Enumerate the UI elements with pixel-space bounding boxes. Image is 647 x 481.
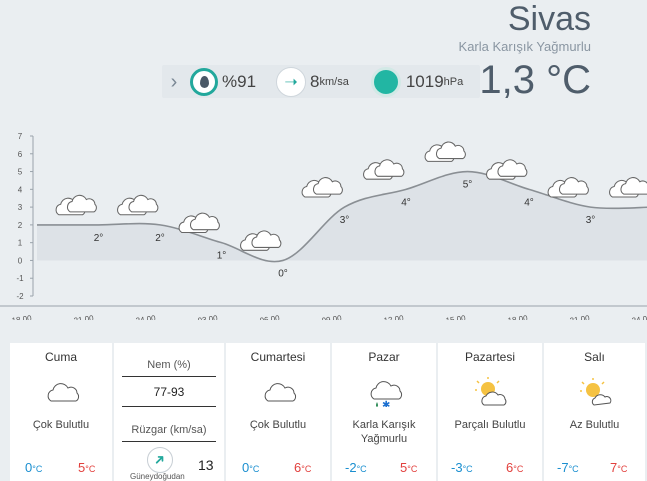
chevron-right-icon[interactable]: › <box>170 70 178 93</box>
temperature-area <box>37 171 647 262</box>
forecast-card-1[interactable]: Cumartesi Çok Bulutlu 0°C 6°C <box>226 343 330 481</box>
humidity-label: Nem (%) <box>147 359 191 371</box>
forecast-max: 5°C <box>78 460 96 475</box>
forecast-max: 6°C <box>294 460 312 475</box>
current-condition: Karla Karışık Yağmurlu <box>458 39 591 54</box>
mostly-sunny-icon <box>544 377 645 407</box>
humidity-icon <box>190 67 218 96</box>
partly-cloudy-icon <box>438 377 542 407</box>
forecast-desc: Çok Bulutlu <box>32 419 90 431</box>
temperature-line <box>37 170 647 263</box>
forecast-day: Cuma <box>44 350 77 364</box>
cloud-icon <box>609 177 647 198</box>
forecast-max: 7°C <box>610 460 628 475</box>
y-tick-label: -2 <box>16 292 24 301</box>
x-tick-label: 15.00 <box>445 314 467 320</box>
data-label: 1° <box>217 251 227 262</box>
details-card: Nem (%) 77-93 Rüzgar (km/sa) ➜ Güneydoğu… <box>114 343 224 481</box>
forecast-desc: Az Bulutlu <box>569 419 620 431</box>
forecast-card-3[interactable]: Pazartesi Parçalı Bulutlu -3°C 6°C <box>438 343 542 481</box>
y-tick-label: 7 <box>18 132 23 141</box>
y-tick-label: 4 <box>18 185 23 194</box>
x-tick-label: 18.00 <box>11 314 33 320</box>
pressure-unit: hPa <box>443 75 464 88</box>
forecast-min: -3°C <box>451 460 473 475</box>
forecast-max: 6°C <box>506 460 524 475</box>
y-tick-label: 0 <box>18 256 23 265</box>
forecast-min: 0°C <box>25 460 43 475</box>
wind-label: Rüzgar (km/sa) <box>131 424 207 436</box>
cloud-icon <box>547 177 589 198</box>
y-tick-label: 2 <box>18 221 23 230</box>
current-stats-bar: › %91 ➝ 8 km/sa 1019 hPa <box>162 65 480 98</box>
forecast-min: -7°C <box>557 460 579 475</box>
data-label: 4° <box>401 197 411 208</box>
forecast-desc: Karla Karışık Yağmurlu <box>352 419 416 445</box>
wind-stat: ➝ 8 km/sa <box>276 66 349 97</box>
cloud-icon <box>486 159 528 180</box>
y-tick-label: -1 <box>16 274 24 283</box>
cloud-icon <box>178 212 220 234</box>
x-tick-label: 09.00 <box>321 314 343 320</box>
city-name: Sivas <box>507 0 591 38</box>
x-tick-label: 18.00 <box>507 314 529 320</box>
hourly-temperature-chart: -2 -1 0 1 2 3 4 5 6 7 18.00 21.00 24.00 03.00 06.00 09.… <box>0 132 647 320</box>
data-label: 3° <box>340 215 350 226</box>
wind-speed: 13 <box>198 457 214 473</box>
humidity-value: %91 <box>222 71 257 91</box>
cloud-icon <box>301 177 343 198</box>
forecast-desc: Çok Bulutlu <box>249 419 307 431</box>
forecast-day: Pazar <box>368 350 400 364</box>
x-tick-label: 21.00 <box>73 314 95 320</box>
forecast-card-2[interactable]: Pazar ✱ Karla Karışık Yağmurlu -2°C 5°C <box>332 343 436 481</box>
y-tick-label: 6 <box>18 150 23 159</box>
wind-unit: km/sa <box>319 75 349 88</box>
svg-text:✱: ✱ <box>382 400 390 407</box>
cloud-icon <box>117 194 159 216</box>
forecast-day: Pazartesi <box>464 350 516 364</box>
forecast-day: Salı <box>584 350 605 364</box>
daily-forecast: Cuma Çok Bulutlu 0°C 5°C Nem (%) 77-93 R… <box>10 343 647 481</box>
weather-header: Sivas Karla Karışık Yağmurlu › %91 ➝ 8 km… <box>0 0 647 120</box>
y-tick-label: 3 <box>18 203 23 212</box>
cloud-icon <box>240 230 282 251</box>
cloud-icon <box>226 377 330 407</box>
data-label: 2° <box>94 233 104 244</box>
wind-value: 8 <box>310 71 320 91</box>
wind-direction: Güneydoğudan <box>130 472 185 481</box>
cloud-icon <box>10 377 112 407</box>
data-label: 3° <box>586 215 596 226</box>
x-tick-label: 24.00 <box>631 314 647 320</box>
sleet-icon: ✱ <box>332 377 436 411</box>
humidity-stat: %91 <box>190 67 257 96</box>
forecast-day: Cumartesi <box>250 350 306 364</box>
cloud-icon <box>363 159 405 180</box>
forecast-min: 0°C <box>242 460 260 475</box>
y-tick-label: 1 <box>18 239 23 248</box>
humidity-range: 77-93 <box>153 385 185 399</box>
forecast-card-0[interactable]: Cuma Çok Bulutlu 0°C 5°C <box>10 343 112 481</box>
data-label: 5° <box>463 180 473 191</box>
x-tick-label: 12.00 <box>383 314 405 320</box>
x-tick-label: 24.00 <box>135 314 157 320</box>
current-temperature: 1,3 °C <box>479 58 591 102</box>
pressure-stat: 1019 hPa <box>370 66 464 97</box>
pressure-icon <box>370 66 401 97</box>
cloud-icon <box>424 141 466 162</box>
forecast-card-4[interactable]: Salı Az Bulutlu -7°C 7°C <box>544 343 645 481</box>
y-tick-label: 5 <box>18 168 23 177</box>
x-tick-label: 06.00 <box>259 314 281 320</box>
forecast-max: 5°C <box>400 460 418 475</box>
x-tick-label: 21.00 <box>569 314 591 320</box>
forecast-desc: Parçalı Bulutlu <box>454 419 526 431</box>
data-label: 4° <box>524 197 534 208</box>
data-label: 2° <box>155 233 165 244</box>
cloud-icon <box>55 194 97 216</box>
pressure-value: 1019 <box>405 71 444 91</box>
forecast-min: -2°C <box>345 460 367 475</box>
wind-arrow-icon: ➝ <box>276 66 307 97</box>
x-tick-label: 03.00 <box>197 314 219 320</box>
data-label: 0° <box>278 268 288 279</box>
